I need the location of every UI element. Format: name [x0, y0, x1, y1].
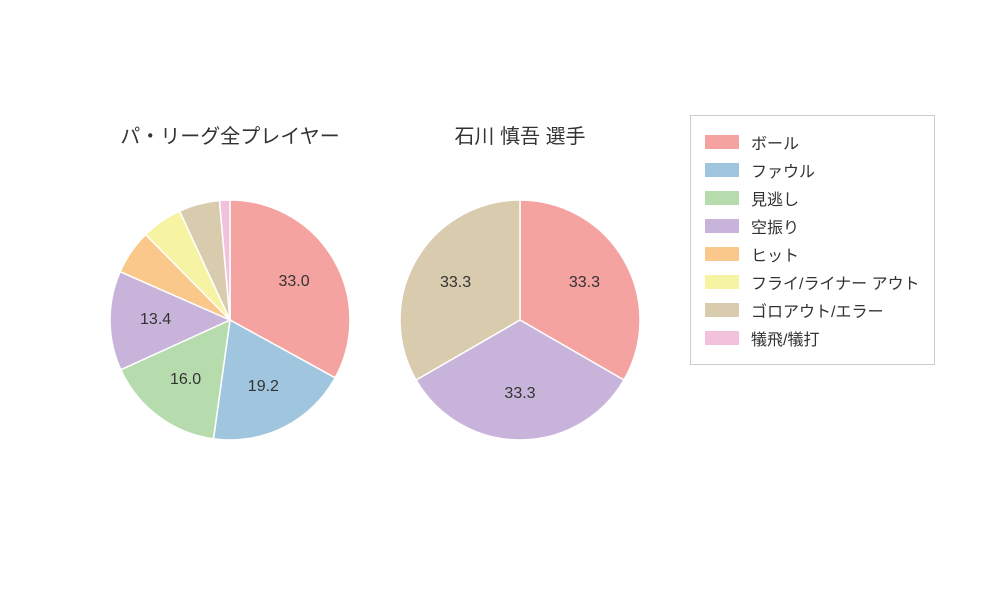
legend-item-sac: 犠飛/犠打: [705, 326, 920, 350]
chart-stage: パ・リーグ全プレイヤー33.019.216.013.4石川 慎吾 選手33.33…: [0, 0, 1000, 600]
legend-item-hit: ヒット: [705, 242, 920, 266]
legend-swatch-ground_err: [705, 303, 739, 317]
legend-swatch-ball: [705, 135, 739, 149]
pie-player: [400, 200, 640, 440]
legend: ボールファウル見逃し空振りヒットフライ/ライナー アウトゴロアウト/エラー犠飛/…: [690, 115, 935, 365]
legend-item-miss_look: 見逃し: [705, 186, 920, 210]
legend-item-ball: ボール: [705, 130, 920, 154]
legend-swatch-swing_miss: [705, 219, 739, 233]
legend-label-ground_err: ゴロアウト/エラー: [751, 298, 883, 322]
chart-title-league: パ・リーグ全プレイヤー: [120, 120, 339, 149]
legend-swatch-sac: [705, 331, 739, 345]
pie-league: [110, 200, 350, 440]
legend-swatch-hit: [705, 247, 739, 261]
legend-label-sac: 犠飛/犠打: [751, 326, 819, 350]
legend-item-swing_miss: 空振り: [705, 214, 920, 238]
legend-swatch-foul: [705, 163, 739, 177]
legend-label-ball: ボール: [751, 130, 799, 154]
legend-swatch-fly_liner: [705, 275, 739, 289]
legend-item-foul: ファウル: [705, 158, 920, 182]
legend-item-fly_liner: フライ/ライナー アウト: [705, 270, 920, 294]
legend-label-miss_look: 見逃し: [751, 186, 799, 210]
legend-item-ground_err: ゴロアウト/エラー: [705, 298, 920, 322]
chart-title-player: 石川 慎吾 選手: [454, 120, 585, 149]
legend-label-hit: ヒット: [751, 242, 799, 266]
legend-swatch-miss_look: [705, 191, 739, 205]
legend-label-swing_miss: 空振り: [751, 214, 799, 238]
legend-label-fly_liner: フライ/ライナー アウト: [751, 270, 920, 294]
legend-label-foul: ファウル: [751, 158, 815, 182]
